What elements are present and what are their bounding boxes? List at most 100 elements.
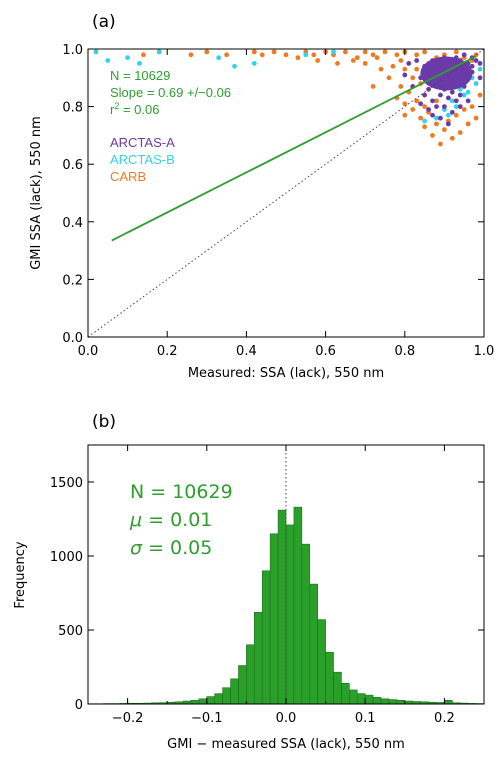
point-carb-58 — [453, 112, 459, 118]
point-arctas-b-6 — [232, 63, 237, 69]
point-arctas-a-46 — [461, 52, 467, 58]
b-ytick-label-0: 0 — [75, 698, 83, 713]
b-ytick-label-1: 500 — [58, 624, 83, 639]
point-carb-41 — [430, 133, 435, 138]
a-ytick-label-3: 0.6 — [62, 158, 83, 173]
histogram-bar-39 — [396, 699, 406, 705]
stat-r2-suffix: = 0.06 — [119, 102, 159, 117]
panel-b-label: (b) — [92, 412, 116, 432]
point-carb-55 — [414, 66, 420, 72]
point-arctas-a-31 — [473, 58, 479, 63]
histogram-bar-34 — [356, 693, 366, 705]
histogram-bar-32 — [341, 682, 350, 705]
point-carb-62 — [402, 101, 408, 107]
b-xtick-label-0: −0.2 — [112, 711, 144, 726]
histogram-bar-35 — [364, 694, 374, 705]
point-arctas-b-0 — [93, 49, 99, 55]
point-arctas-a-36 — [402, 72, 408, 78]
histogram-bar-29 — [317, 619, 326, 705]
point-carb-21 — [271, 49, 277, 55]
point-arctas-a-41 — [438, 115, 443, 121]
point-arctas-a-43 — [418, 101, 424, 107]
panel-a-label: (a) — [92, 12, 116, 32]
point-carb-23 — [251, 49, 257, 55]
stat-r2-sup: 2 — [114, 101, 119, 111]
point-carb-14 — [343, 49, 348, 55]
panel-b-bars — [87, 506, 485, 705]
point-arctas-a-39 — [457, 104, 463, 109]
point-carb-49 — [386, 75, 392, 81]
histogram-bar-24 — [277, 509, 287, 705]
a-ytick-label-4: 0.8 — [62, 101, 83, 116]
histogram-bar-45 — [444, 699, 453, 705]
point-carb-24 — [224, 52, 230, 58]
point-carb-45 — [465, 121, 471, 127]
point-carb-44 — [457, 130, 463, 135]
point-arctas-a-49 — [477, 75, 483, 81]
point-arctas-a-34 — [426, 107, 431, 112]
a-ytick-label-5: 1.0 — [62, 43, 83, 58]
point-arctas-a-44 — [445, 121, 451, 127]
a-ytick-label-0: 0.0 — [62, 331, 83, 346]
panel-a-ticks: 0.0 0.2 0.4 0.6 0.8 1.0 0.0 0.2 0.4 0.6 0.8 1.0 — [62, 43, 494, 359]
point-arctas-b-21 — [445, 112, 451, 118]
histogram-bar-18 — [230, 678, 239, 705]
stat-b-sigma-symbol: σ — [130, 537, 143, 559]
point-carb-13 — [354, 55, 360, 61]
point-carb-54 — [398, 84, 404, 89]
point-carb-40 — [442, 127, 447, 133]
point-arctas-a-40 — [465, 98, 471, 104]
b-xtick-label-2: 0.0 — [276, 711, 297, 726]
point-arctas-b-16 — [434, 115, 439, 121]
point-carb-52 — [362, 61, 368, 66]
panel-a-stats: N = 10629 Slope = 0.69 +/−0.06 r2 = 0.06 — [110, 68, 231, 117]
panel-b-xlabel: GMI − measured SSA (lack), 550 nm — [167, 737, 405, 752]
histogram-bar-33 — [349, 689, 358, 705]
point-carb-6 — [422, 49, 427, 55]
point-arctas-a-28 — [422, 92, 427, 98]
point-carb-50 — [378, 66, 384, 72]
panel-a-legend: ARCTAS-A ARCTAS-B CARB — [110, 135, 175, 184]
stat-b-sigma-value: = 0.05 — [142, 537, 212, 559]
point-carb-61 — [410, 107, 416, 112]
b-xtick-label-1: −0.1 — [191, 711, 223, 726]
histogram-bar-16 — [214, 693, 223, 705]
point-carb-69 — [315, 58, 321, 63]
point-arctas-b-7 — [251, 61, 257, 66]
point-carb-60 — [418, 115, 424, 121]
legend-arctas-a: ARCTAS-A — [110, 135, 175, 150]
b-xtick-label-3: 0.1 — [355, 711, 376, 726]
panel-b-ticks: −0.2 −0.1 0.0 0.1 0.2 0 500 1000 1500 — [50, 445, 485, 726]
point-carb-26 — [188, 52, 194, 58]
point-carb-25 — [204, 49, 210, 55]
point-carb-29 — [402, 66, 408, 72]
histogram-bar-15 — [206, 696, 216, 705]
point-carb-33 — [414, 98, 420, 104]
histogram-bar-31 — [333, 671, 342, 705]
point-carb-11 — [370, 52, 376, 58]
point-arctas-b-3 — [137, 61, 142, 66]
point-carb-30 — [410, 75, 416, 81]
point-arctas-b-17 — [477, 66, 483, 72]
histogram-bar-23 — [269, 533, 279, 705]
histogram-bar-25 — [285, 524, 295, 705]
histogram-bar-28 — [309, 583, 318, 705]
stat-b-mu-symbol: μ — [129, 509, 142, 531]
point-carb-28 — [141, 52, 146, 58]
point-carb-37 — [402, 112, 408, 118]
point-arctas-a-25 — [445, 95, 451, 101]
point-arctas-b-2 — [125, 55, 130, 61]
b-ytick-label-3: 1500 — [50, 476, 83, 491]
point-carb-65 — [398, 58, 404, 63]
point-carb-68 — [335, 61, 340, 66]
point-carb-34 — [422, 104, 427, 109]
point-arctas-a-38 — [449, 109, 455, 115]
point-carb-43 — [438, 141, 443, 147]
point-arctas-b-13 — [473, 81, 479, 86]
point-carb-7 — [414, 52, 420, 58]
a-xtick-label-3: 0.6 — [315, 344, 336, 359]
point-arctas-b-12 — [465, 89, 471, 95]
stat-n: N = 10629 — [110, 68, 170, 83]
point-carb-53 — [390, 63, 396, 69]
